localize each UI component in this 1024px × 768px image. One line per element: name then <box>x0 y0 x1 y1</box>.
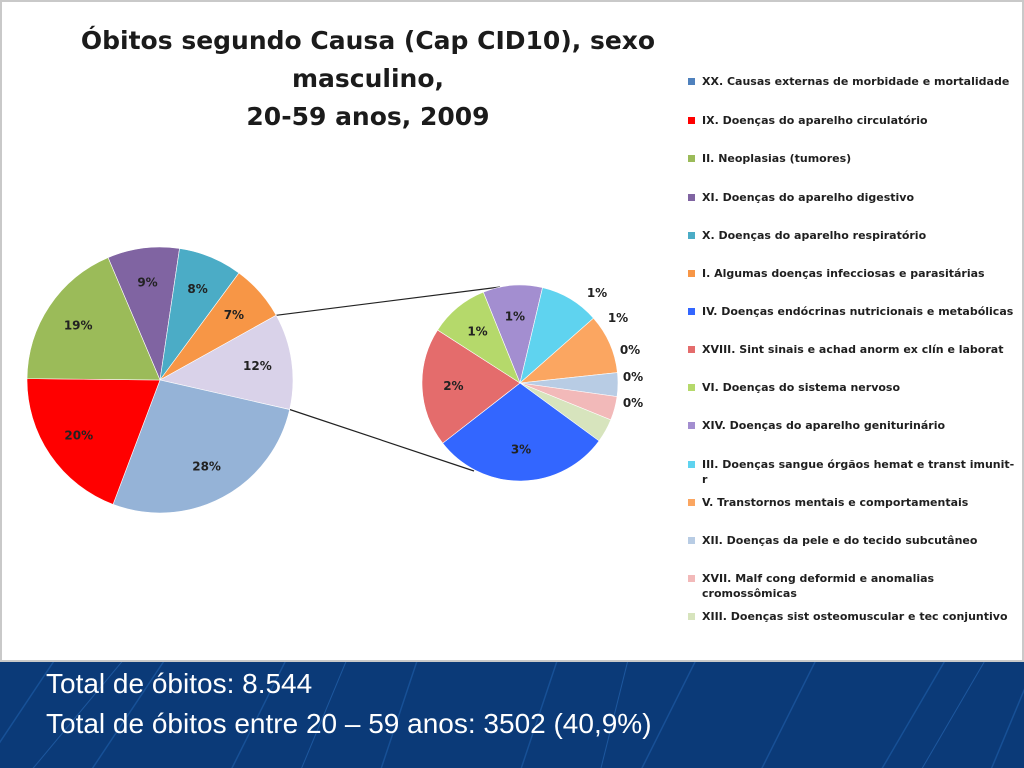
slide-content-area: Óbitos segundo Causa (Cap CID10), sexo m… <box>0 0 1024 662</box>
breakdown-pie-label-8: 0% <box>623 370 643 384</box>
legend-label: XIV. Doenças do aparelho geniturinário <box>702 419 946 432</box>
chart-legend: XX. Causas externas de morbidade e morta… <box>686 72 1021 662</box>
legend-item: XI. Doenças do aparelho digestivo <box>686 190 1016 205</box>
legend-swatch <box>688 346 695 353</box>
breakdown-pie-label-7: 0% <box>620 343 640 357</box>
main-pie-slice-7 <box>159 314 294 410</box>
legend-item: X. Doenças do aparelho respiratório <box>686 228 1016 243</box>
main-pie-label-7: 12% <box>243 359 272 373</box>
legend-item: XVII. Malf cong deformid e anomalias cro… <box>686 571 1016 601</box>
legend-label: IX. Doenças do aparelho circulatório <box>702 114 928 127</box>
legend-label: VI. Doenças do sistema nervoso <box>702 381 901 394</box>
chart-title-line-2: 20-59 anos, 2009 <box>246 102 490 131</box>
legend-item: XIV. Doenças do aparelho geniturinário <box>686 418 1016 433</box>
legend-swatch <box>688 117 695 124</box>
breakdown-pie-label-6: 1% <box>608 311 628 325</box>
connector-line-bottom <box>289 408 475 472</box>
legend-swatch <box>688 422 695 429</box>
legend-swatch <box>688 384 695 391</box>
legend-label: XII. Doenças da pele e do tecido subcutâ… <box>702 534 978 547</box>
breakdown-pie-label-2: 2% <box>443 379 463 393</box>
main-pie-label-1: 28% <box>192 460 221 474</box>
breakdown-pie-slice-3 <box>437 291 521 384</box>
legend-label: III. Doenças sangue órgãos hemat e trans… <box>702 458 1015 486</box>
legend-item: IV. Doenças endócrinas nutricionais e me… <box>686 304 1016 319</box>
legend-label: XVII. Malf cong deformid e anomalias cro… <box>702 572 935 600</box>
legend-swatch <box>688 78 695 85</box>
pie-of-pie-chart: 9% 8%7%12%28%20%19%1%1%1%0%0%0%3%2%1% <box>26 246 643 514</box>
legend-label: V. Transtornos mentais e comportamentais <box>702 496 969 509</box>
footer-total-deaths: Total de óbitos: 8.544 <box>46 668 313 699</box>
legend-swatch <box>688 613 695 620</box>
breakdown-pie-slice-2 <box>421 329 521 444</box>
main-pie-slice-2 <box>26 378 161 505</box>
legend-item: IX. Doenças do aparelho circulatório <box>686 113 1016 128</box>
main-pie-label-2: 20% <box>64 429 93 443</box>
legend-swatch <box>688 461 695 468</box>
legend-item: VI. Doenças do sistema nervoso <box>686 380 1016 395</box>
legend-label: X. Doenças do aparelho respiratório <box>702 229 927 242</box>
legend-label: IV. Doenças endócrinas nutricionais e me… <box>702 305 1014 318</box>
main-pie-label-3: 19% <box>64 318 93 332</box>
legend-label: XI. Doenças do aparelho digestivo <box>702 191 915 204</box>
legend-swatch <box>688 575 695 582</box>
main-pie-label-5: 8% <box>187 282 207 296</box>
chart-title-line-1: Óbitos segundo Causa (Cap CID10), sexo m… <box>80 26 656 93</box>
legend-label: XIII. Doenças sist osteomuscular e tec c… <box>702 610 1008 623</box>
footer-total-deaths-20-59: Total de óbitos entre 20 – 59 anos: 3502… <box>46 708 652 739</box>
legend-item: V. Transtornos mentais e comportamentais <box>686 495 1016 510</box>
legend-label: II. Neoplasias (tumores) <box>702 152 852 165</box>
legend-item: II. Neoplasias (tumores) <box>686 151 1016 166</box>
legend-item: XVIII. Sint sinais e achad anorm ex clín… <box>686 342 1016 357</box>
main-pie-label-4: 9% <box>137 275 157 289</box>
legend-item: III. Doenças sangue órgãos hemat e trans… <box>686 457 1016 487</box>
main-pie-label-6: 7% <box>224 308 244 322</box>
legend-item: XIII. Doenças sist osteomuscular e tec c… <box>686 609 1016 624</box>
breakdown-pie-label-4: 1% <box>505 310 525 324</box>
slide-footer: Total de óbitos: 8.544 Total de óbitos e… <box>0 662 1024 768</box>
legend-item: I. Algumas doenças infecciosas e parasit… <box>686 266 1016 281</box>
legend-label: I. Algumas doenças infecciosas e parasit… <box>702 267 985 280</box>
breakdown-pie-label-3: 1% <box>467 325 487 339</box>
main-pie-slice-1 <box>112 379 291 514</box>
breakdown-pie-label-5: 1% <box>587 286 607 300</box>
legend-swatch <box>688 537 695 544</box>
chart-title: Óbitos segundo Causa (Cap CID10), sexo m… <box>10 22 726 136</box>
legend-label: XX. Causas externas de morbidade e morta… <box>702 75 1010 88</box>
legend-swatch <box>688 270 695 277</box>
footer-decoration <box>0 662 1024 768</box>
legend-swatch <box>688 308 695 315</box>
legend-swatch <box>688 499 695 506</box>
legend-item: XX. Causas externas de morbidade e morta… <box>686 74 1016 89</box>
connector-line-top <box>276 286 501 316</box>
main-pie-slice-3 <box>26 257 161 381</box>
breakdown-pie-label-1: 3% <box>511 443 531 457</box>
legend-item: XII. Doenças da pele e do tecido subcutâ… <box>686 533 1016 548</box>
legend-swatch <box>688 194 695 201</box>
breakdown-pie-slice-1 <box>442 382 600 482</box>
legend-label: XVIII. Sint sinais e achad anorm ex clín… <box>702 343 1004 356</box>
legend-swatch <box>688 155 695 162</box>
legend-swatch <box>688 232 695 239</box>
breakdown-pie-label-9: 0% <box>623 396 643 410</box>
